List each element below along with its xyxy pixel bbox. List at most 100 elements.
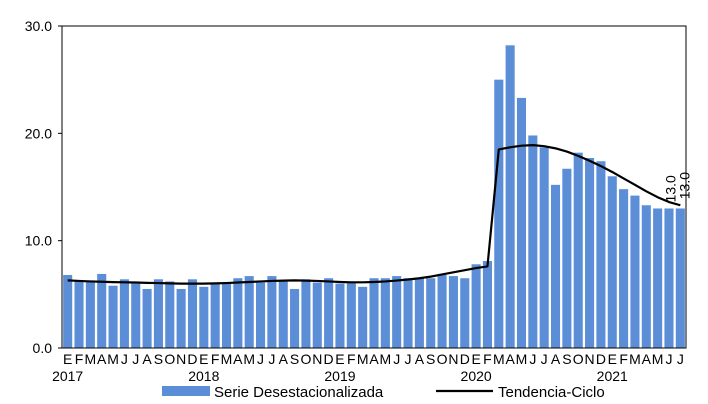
- bar: [290, 288, 300, 348]
- y-tick-label: 10.0: [25, 233, 52, 249]
- x-tick-label: O: [300, 351, 311, 367]
- bar: [358, 286, 368, 348]
- x-tick-label: J: [132, 351, 139, 367]
- x-tick-label: J: [529, 351, 536, 367]
- x-tick-label: M: [652, 351, 664, 367]
- bar: [573, 152, 583, 348]
- x-tick-label: S: [290, 351, 299, 367]
- x-tick-label: D: [596, 351, 606, 367]
- bar: [619, 189, 629, 348]
- bar: [630, 195, 640, 348]
- x-tick-label: J: [665, 351, 672, 367]
- x-tick-label: J: [121, 351, 128, 367]
- x-tick-label: A: [279, 351, 289, 367]
- bar: [426, 278, 436, 348]
- bar: [165, 281, 175, 348]
- x-tick-label: A: [97, 351, 107, 367]
- x-tick-label: S: [154, 351, 163, 367]
- x-tick-label: A: [505, 351, 515, 367]
- legend-label-bar: Serie Desestacionalizada: [214, 384, 384, 401]
- x-tick-label: M: [357, 351, 369, 367]
- annotations: 13.013.0: [662, 172, 692, 203]
- bar: [392, 276, 402, 348]
- bar: [324, 278, 334, 348]
- bar: [482, 261, 492, 348]
- bar: [108, 285, 118, 348]
- x-tick-label: N: [176, 351, 186, 367]
- bar: [153, 279, 163, 348]
- x-tick-label: O: [164, 351, 175, 367]
- bar: [505, 45, 515, 348]
- data-label: 13.0: [662, 175, 678, 202]
- bar: [585, 158, 595, 348]
- x-tick-label: M: [221, 351, 233, 367]
- legend-label-line: Tendencia-Ciclo: [498, 384, 605, 401]
- y-tick-label: 0.0: [33, 340, 53, 356]
- year-label: 2019: [324, 368, 355, 384]
- bar: [403, 278, 413, 348]
- bar: [380, 278, 390, 348]
- bar: [74, 281, 84, 348]
- bar: [448, 276, 458, 348]
- x-tick-label: J: [393, 351, 400, 367]
- bar: [199, 286, 209, 348]
- x-tick-label: F: [75, 351, 84, 367]
- plot-frame: [61, 25, 687, 349]
- x-tick-label: O: [437, 351, 448, 367]
- bar: [516, 97, 527, 348]
- year-label: 2018: [188, 368, 219, 384]
- year-label: 2020: [461, 368, 492, 384]
- y-tick-label: 30.0: [25, 18, 52, 34]
- year-label: 2021: [597, 368, 628, 384]
- x-tick-label: J: [541, 351, 548, 367]
- x-tick-label: J: [268, 351, 275, 367]
- bar: [664, 208, 674, 348]
- bar: [176, 288, 186, 348]
- bar: [312, 282, 322, 348]
- bar: [256, 282, 266, 348]
- x-tick-label: M: [516, 351, 528, 367]
- x-tick-label: A: [642, 351, 652, 367]
- bar: [210, 282, 220, 348]
- bar: [414, 278, 424, 348]
- trend-line: [67, 144, 681, 285]
- y-tick-label: 20.0: [25, 125, 52, 141]
- bar: [471, 264, 481, 348]
- bar: [550, 184, 561, 348]
- x-tick-label: E: [608, 351, 617, 367]
- bar: [85, 280, 95, 348]
- bar: [653, 208, 663, 348]
- x-tick-label: F: [211, 351, 220, 367]
- bar: [267, 276, 277, 348]
- year-label: 2017: [52, 368, 83, 384]
- x-tick-label: F: [619, 351, 628, 367]
- x-tick-label: A: [233, 351, 243, 367]
- x-tick-label: A: [415, 351, 425, 367]
- x-tick-label: A: [369, 351, 379, 367]
- bar: [539, 147, 549, 348]
- bar: [244, 276, 254, 348]
- x-tick-label: F: [483, 351, 492, 367]
- bar: [437, 275, 447, 348]
- x-tick-label: E: [199, 351, 208, 367]
- bar: [233, 278, 243, 348]
- bar: [641, 205, 651, 348]
- x-tick-label: F: [347, 351, 356, 367]
- x-tick-label: E: [471, 351, 480, 367]
- x-tick-label: J: [257, 351, 264, 367]
- x-tick-label: N: [448, 351, 458, 367]
- bar: [369, 278, 379, 348]
- x-tick-label: E: [63, 351, 72, 367]
- bar: [335, 283, 345, 348]
- bar: [596, 161, 606, 348]
- x-tick-label: S: [426, 351, 435, 367]
- bar: [119, 279, 129, 348]
- bar: [187, 279, 198, 348]
- trend-series: [67, 144, 681, 285]
- x-tick-label: M: [629, 351, 641, 367]
- bar: [142, 288, 152, 348]
- bar: [346, 282, 356, 348]
- x-tick-label: N: [584, 351, 594, 367]
